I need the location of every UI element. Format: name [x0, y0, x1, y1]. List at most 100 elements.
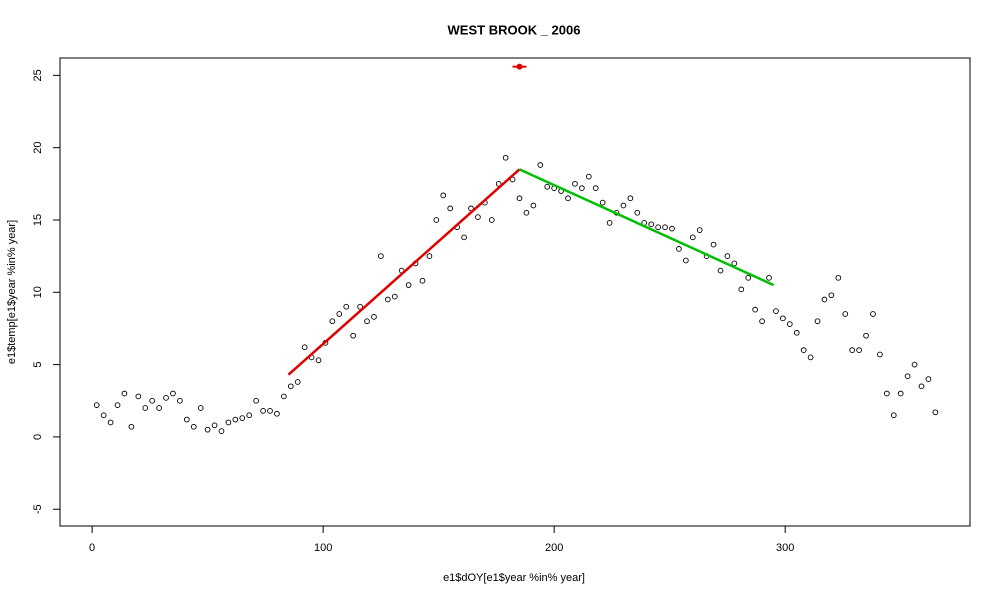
data-point [204, 426, 211, 433]
data-point [648, 221, 655, 228]
y-axis-label: e1$temp[e1$year %in% year] [6, 220, 18, 364]
data-point [287, 383, 294, 390]
data-point [447, 205, 454, 212]
data-point [592, 185, 599, 192]
data-point [759, 318, 765, 325]
data-point [197, 405, 204, 411]
data-point [710, 241, 717, 248]
data-point [149, 397, 156, 404]
data-point [655, 224, 661, 231]
y-tick-label: 25 [32, 69, 44, 81]
y-tick-label: 20 [32, 142, 44, 154]
data-point [170, 390, 176, 397]
data-point [662, 224, 668, 231]
data-point [835, 274, 842, 281]
data-point [405, 282, 412, 288]
data-point [391, 293, 398, 300]
data-point [925, 376, 932, 382]
x-tick-label: 0 [89, 542, 95, 554]
data-point [585, 173, 592, 180]
data-point [433, 217, 440, 223]
data-point [579, 185, 585, 192]
data-point [793, 329, 800, 336]
data-point [232, 416, 239, 423]
data-point [752, 306, 758, 313]
data-point [329, 318, 336, 325]
data-point [294, 379, 301, 385]
data-point [676, 246, 682, 252]
data-point [620, 202, 627, 209]
data-point [807, 354, 814, 361]
data-point [371, 314, 377, 320]
data-point [530, 202, 537, 209]
data-point [121, 390, 128, 397]
x-tick-label: 300 [776, 542, 794, 554]
data-point [599, 199, 606, 206]
chart-title: WEST BROOK _ 2006 [448, 22, 581, 37]
data-point [93, 402, 100, 408]
x-tick-label: 100 [314, 542, 332, 554]
data-point [883, 390, 890, 397]
data-point [717, 267, 724, 274]
data-point [821, 296, 828, 303]
data-point [378, 253, 384, 259]
y-tick-label: 0 [32, 434, 44, 440]
data-point [128, 423, 135, 430]
data-point [107, 419, 114, 426]
data-point [426, 253, 433, 259]
data-point [849, 347, 856, 353]
fit-line [518, 168, 775, 287]
data-point [932, 409, 939, 416]
data-point [814, 318, 821, 325]
data-point [634, 209, 641, 216]
data-point [357, 303, 363, 310]
data-point [142, 405, 149, 411]
data-point [731, 260, 738, 267]
y-tick-label: 5 [32, 362, 44, 368]
data-point [870, 311, 876, 317]
data-point [343, 303, 350, 310]
data-point [627, 195, 634, 202]
data-point [225, 419, 232, 426]
data-point [274, 410, 280, 417]
data-point [253, 397, 259, 404]
data-point [163, 395, 169, 401]
data-point [440, 192, 447, 199]
data-point [537, 162, 544, 168]
data-point [419, 277, 426, 284]
data-point [218, 428, 225, 434]
data-point [544, 183, 551, 190]
data-point [211, 422, 218, 429]
data-point [488, 217, 495, 223]
data-point [918, 383, 925, 390]
data-point [800, 347, 807, 353]
data-point [135, 393, 142, 400]
fit-line [287, 168, 521, 376]
y-tick-label: 15 [32, 214, 44, 226]
data-point [301, 344, 308, 351]
data-point [100, 412, 107, 419]
plot-box [59, 57, 971, 527]
data-point [364, 318, 370, 325]
data-point [738, 286, 745, 293]
data-point [606, 220, 613, 226]
data-point [863, 332, 869, 339]
data-point [183, 416, 190, 423]
data-point [315, 357, 322, 364]
data-point [696, 227, 703, 233]
data-point [682, 257, 689, 264]
data-point [786, 321, 793, 327]
x-axis-label: e1$dOY[e1$year %in% year] [443, 572, 585, 584]
data-point [897, 390, 904, 397]
data-point [190, 423, 197, 430]
data-point [239, 415, 246, 421]
data-point [669, 225, 675, 232]
data-point [516, 195, 523, 202]
data-point [904, 373, 911, 380]
data-point [468, 205, 474, 212]
data-point [281, 393, 287, 400]
data-point [246, 412, 253, 419]
data-point [780, 315, 786, 322]
